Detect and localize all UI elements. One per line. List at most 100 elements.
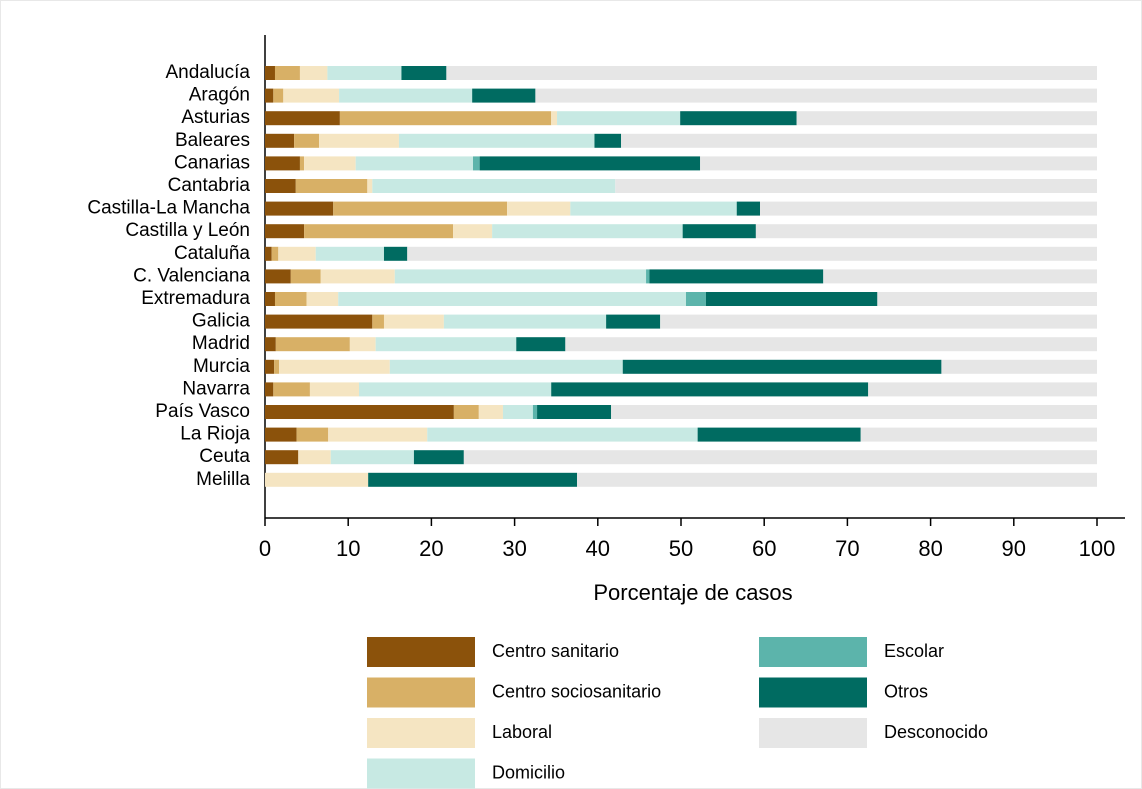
x-tick-label: 30 <box>502 536 526 561</box>
bar-segment <box>877 292 1097 306</box>
bar-segment <box>479 156 701 171</box>
bar-segment <box>507 201 571 216</box>
bar-segment <box>273 88 284 103</box>
bar-segment <box>367 179 373 193</box>
bar-segment <box>265 427 297 442</box>
bar-segment <box>299 66 328 80</box>
bar-segment <box>557 111 681 126</box>
bar-segment <box>796 111 1097 126</box>
legend-label: Escolar <box>884 641 944 661</box>
bar-segment <box>283 88 340 103</box>
legend-label: Desconocido <box>884 722 988 742</box>
bar-segment <box>622 359 942 374</box>
bar-segment <box>398 133 595 148</box>
bar-segment <box>333 201 508 216</box>
bar-segment <box>265 66 275 80</box>
bar-segment <box>860 427 1097 442</box>
legend-swatch <box>367 677 475 708</box>
bar-segment <box>660 314 1097 329</box>
legend-label: Centro sociosanitario <box>492 681 661 701</box>
bar-segment <box>296 427 329 442</box>
bar-segment <box>271 246 279 261</box>
bar-segment <box>265 359 275 374</box>
bar-segment <box>570 201 737 216</box>
bar-segment <box>407 246 1098 261</box>
legend-swatch <box>367 718 475 748</box>
bar-segment <box>265 246 272 261</box>
bar-segment <box>375 337 517 352</box>
bar-segment <box>736 201 761 216</box>
bar-segment <box>473 156 480 171</box>
bar-segment <box>339 88 473 103</box>
bar-segment <box>349 337 376 352</box>
y-tick-label: C. Valenciana <box>133 265 250 286</box>
bar-segment <box>265 337 276 352</box>
bar-segment <box>394 269 647 284</box>
bar-segment <box>383 246 408 261</box>
x-tick-label: 60 <box>752 536 776 561</box>
bar-segment <box>278 246 316 261</box>
bar-segment <box>320 269 395 284</box>
bar-segment <box>472 88 536 103</box>
bar-segment <box>606 314 661 329</box>
y-tick-label: Cantabria <box>168 175 251 196</box>
legend-swatch <box>759 637 867 667</box>
bar-segment <box>304 156 356 171</box>
bar-segment <box>273 382 310 397</box>
legend-swatch <box>759 718 867 748</box>
bar-segment <box>265 292 275 306</box>
x-tick-label: 80 <box>918 536 942 561</box>
bar-segment <box>265 156 300 171</box>
bar-segment <box>265 382 274 397</box>
bar-segment <box>265 111 340 126</box>
bar-segment <box>309 382 360 397</box>
legend-label: Centro sanitario <box>492 641 619 661</box>
bar-segment <box>290 269 321 284</box>
bar-segment <box>338 292 686 306</box>
bar-segment <box>330 450 414 465</box>
bar-segment <box>446 66 1098 80</box>
bar-segment <box>700 156 1097 171</box>
bar-segment <box>383 314 444 329</box>
bar-segment <box>298 450 331 465</box>
bar-segment <box>368 472 577 487</box>
bar-segment <box>594 133 622 148</box>
legend-label: Otros <box>884 681 928 701</box>
bar-segment <box>532 405 538 419</box>
bar-segment <box>294 133 320 148</box>
bar-segment <box>299 156 305 171</box>
bar-segment <box>685 292 706 306</box>
x-tick-label: 0 <box>259 536 271 561</box>
bar-segment <box>478 405 503 419</box>
bar-segment <box>646 269 650 284</box>
bar-segment <box>265 405 454 419</box>
bar-segment <box>327 66 402 80</box>
y-tick-label: País Vasco <box>155 401 250 422</box>
bar-segment <box>502 405 533 419</box>
bar-segment <box>427 427 698 442</box>
y-tick-label: Castilla-La Mancha <box>87 198 250 219</box>
y-tick-label: Murcia <box>193 356 250 377</box>
y-tick-label: Melilla <box>196 469 250 490</box>
bar-segment <box>565 337 1097 352</box>
y-tick-label: Galicia <box>192 311 251 332</box>
bar-segment <box>328 427 428 442</box>
y-tick-label: Castilla y León <box>125 220 250 241</box>
bar-segment <box>372 179 616 193</box>
bar-segment <box>941 359 1097 374</box>
bar-segment <box>295 179 368 193</box>
bar-segment <box>551 382 869 397</box>
bar-segment <box>463 450 1097 465</box>
bar-segment <box>265 224 305 239</box>
legend-label: Laboral <box>492 722 552 742</box>
x-tick-label: 50 <box>669 536 693 561</box>
bar-segment <box>697 427 861 442</box>
bar-segment <box>649 269 824 284</box>
bar-segment <box>306 292 339 306</box>
bar-segment <box>319 133 399 148</box>
bar-segment <box>265 201 334 216</box>
bar-segment <box>453 405 479 419</box>
bar-segment <box>823 269 1097 284</box>
x-tick-label: 10 <box>336 536 360 561</box>
y-tick-label: Madrid <box>192 333 250 354</box>
